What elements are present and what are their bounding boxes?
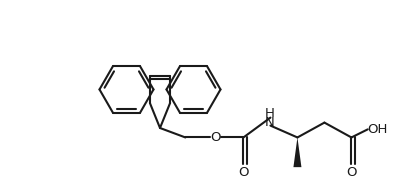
Text: N: N [264,116,274,129]
Text: OH: OH [367,123,387,136]
Polygon shape [293,137,301,167]
Text: O: O [237,166,248,179]
Text: O: O [209,131,220,144]
Text: H: H [264,107,274,120]
Text: O: O [345,166,356,179]
